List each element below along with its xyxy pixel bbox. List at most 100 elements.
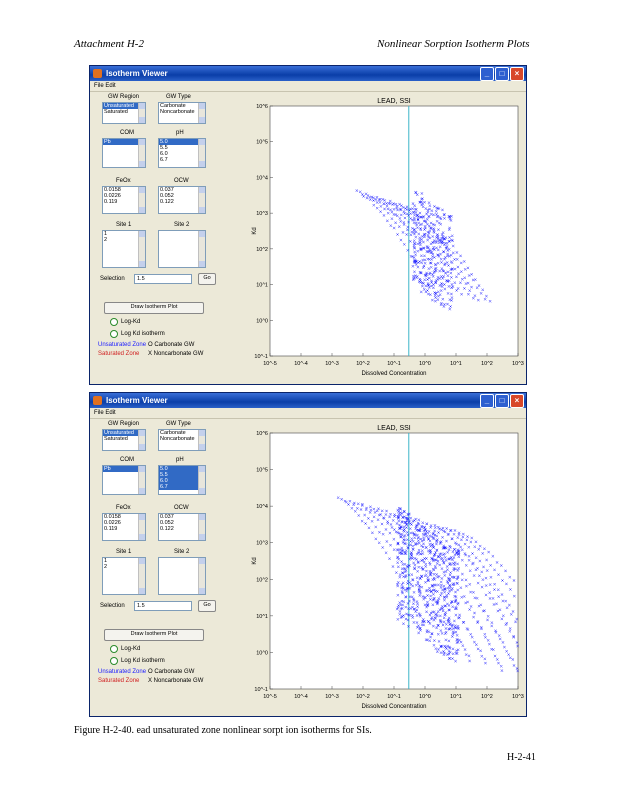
list-item[interactable]: 0.052 — [160, 193, 174, 199]
menu-bar[interactable]: File Edit — [90, 408, 526, 419]
scrollbar[interactable] — [138, 231, 145, 267]
go-button[interactable]: Go — [198, 600, 216, 612]
data-point — [409, 233, 413, 237]
radio-log-isotherm[interactable]: Log Kd isotherm — [110, 657, 165, 665]
data-point — [412, 246, 416, 250]
list-item[interactable]: Pb — [103, 139, 145, 145]
ph-items-listbox[interactable]: 5.0 5.5 6.0 6.7 — [158, 465, 206, 495]
draw-isotherm-button[interactable]: Draw Isotherm Plot — [104, 629, 204, 641]
scrollbar[interactable] — [138, 514, 145, 540]
close-button[interactable]: × — [510, 394, 524, 408]
list-item[interactable]: 5.0 — [159, 466, 205, 472]
title-bar[interactable]: Isotherm Viewer _ □ × — [90, 66, 526, 81]
list-item[interactable]: 5.5 — [160, 145, 168, 151]
scrollbar[interactable] — [138, 430, 145, 450]
scrollbar[interactable] — [198, 139, 205, 167]
gw-type-items-listbox[interactable]: Carbonate Noncarbonate — [158, 102, 206, 124]
list-item[interactable]: 0.119 — [104, 199, 118, 205]
list-item[interactable]: Carbonate — [160, 103, 186, 109]
list-item[interactable]: 0.122 — [160, 199, 174, 205]
data-point — [420, 235, 424, 238]
list-item[interactable]: 6.7 — [159, 484, 205, 490]
list-item[interactable]: Carbonate — [160, 430, 186, 436]
list-item[interactable]: Unsaturated — [103, 430, 145, 436]
data-point — [396, 565, 400, 569]
data-point — [403, 515, 406, 519]
list-item[interactable]: Saturated — [104, 109, 128, 115]
scrollbar[interactable] — [138, 558, 145, 594]
scrollbar[interactable] — [138, 187, 145, 213]
radio-log-isotherm[interactable]: Log Kd isotherm — [110, 330, 165, 338]
go-button[interactable]: Go — [198, 273, 216, 285]
list-item[interactable]: 2 — [104, 564, 108, 570]
menu-bar[interactable]: File Edit — [90, 81, 526, 92]
scrollbar[interactable] — [198, 231, 205, 267]
radio-log-kd[interactable]: Log-Kd — [110, 318, 140, 326]
scrollbar[interactable] — [198, 466, 205, 494]
list-item[interactable]: 5.0 — [159, 139, 205, 145]
com-items-listbox[interactable]: Pb — [102, 138, 146, 168]
scrollbar[interactable] — [138, 466, 145, 494]
list-item[interactable]: 0.0226 — [104, 520, 121, 526]
list-item[interactable]: 1 — [104, 231, 108, 237]
list-item[interactable]: 0.0158 — [104, 187, 121, 193]
data-point — [396, 555, 400, 559]
list-item[interactable]: 0.037 — [160, 514, 174, 520]
list-item[interactable]: 5.5 — [159, 472, 205, 478]
list-item[interactable]: 6.0 — [160, 151, 168, 157]
fe-items-listbox[interactable]: 0.0158 0.0226 0.119 — [102, 186, 146, 214]
list-item[interactable]: 0.052 — [160, 520, 174, 526]
list-item[interactable]: 0.0158 — [104, 514, 121, 520]
menu-file-edit[interactable]: File Edit — [94, 83, 116, 89]
fe-items-listbox[interactable]: 0.0158 0.0226 0.119 — [102, 513, 146, 541]
list-item[interactable]: 2 — [104, 237, 108, 243]
list-item[interactable]: 1 — [104, 558, 108, 564]
scrollbar[interactable] — [138, 103, 145, 123]
close-button[interactable]: × — [510, 67, 524, 81]
list-item[interactable]: 0.037 — [160, 187, 174, 193]
scrollbar[interactable] — [138, 139, 145, 167]
site2-items-listbox[interactable] — [158, 557, 206, 595]
selection-dropdown[interactable]: 1.5 — [134, 601, 192, 611]
title-bar[interactable]: Isotherm Viewer _ □ × — [90, 393, 526, 408]
com-items-listbox[interactable]: Pb — [102, 465, 146, 495]
draw-isotherm-button[interactable]: Draw Isotherm Plot — [104, 302, 204, 314]
minimize-button[interactable]: _ — [480, 67, 494, 81]
gw-region-items-listbox[interactable]: Unsaturated Saturated — [102, 429, 146, 451]
menu-file-edit[interactable]: File Edit — [94, 410, 116, 416]
ocw-items-listbox[interactable]: 0.037 0.052 0.122 — [158, 513, 206, 541]
list-item[interactable]: Noncarbonate — [160, 436, 195, 442]
matlab-icon — [93, 396, 102, 405]
data-point — [439, 619, 442, 623]
data-point — [443, 237, 447, 241]
list-item[interactable]: 0.0226 — [104, 193, 121, 199]
list-item[interactable]: 0.122 — [160, 526, 174, 532]
minimize-button[interactable]: _ — [480, 394, 494, 408]
data-point — [451, 647, 455, 651]
maximize-button[interactable]: □ — [495, 67, 509, 81]
list-item[interactable]: Noncarbonate — [160, 109, 195, 115]
list-item[interactable]: 6.0 — [159, 478, 205, 484]
site2-items-listbox[interactable] — [158, 230, 206, 268]
list-item[interactable]: Saturated — [104, 436, 128, 442]
scrollbar[interactable] — [198, 103, 205, 123]
list-item[interactable]: Unsaturated — [103, 103, 145, 109]
selection-dropdown[interactable]: 1.5 — [134, 274, 192, 284]
scrollbar[interactable] — [198, 558, 205, 594]
list-item[interactable]: Pb — [103, 466, 145, 472]
maximize-button[interactable]: □ — [495, 394, 509, 408]
radio-log-kd[interactable]: Log-Kd — [110, 645, 140, 653]
list-item[interactable]: 0.119 — [104, 526, 118, 532]
ocw-items-listbox[interactable]: 0.037 0.052 0.122 — [158, 186, 206, 214]
list-item[interactable]: 6.7 — [160, 157, 168, 163]
gw-region-items-listbox[interactable]: Unsaturated Saturated — [102, 102, 146, 124]
gw-type-items-listbox[interactable]: Carbonate Noncarbonate — [158, 429, 206, 451]
scrollbar[interactable] — [198, 430, 205, 450]
scrollbar[interactable] — [198, 514, 205, 540]
scrollbar[interactable] — [198, 187, 205, 213]
data-point — [436, 632, 440, 636]
ph-items-listbox[interactable]: 5.0 5.5 6.0 6.7 — [158, 138, 206, 168]
data-point — [440, 631, 444, 635]
